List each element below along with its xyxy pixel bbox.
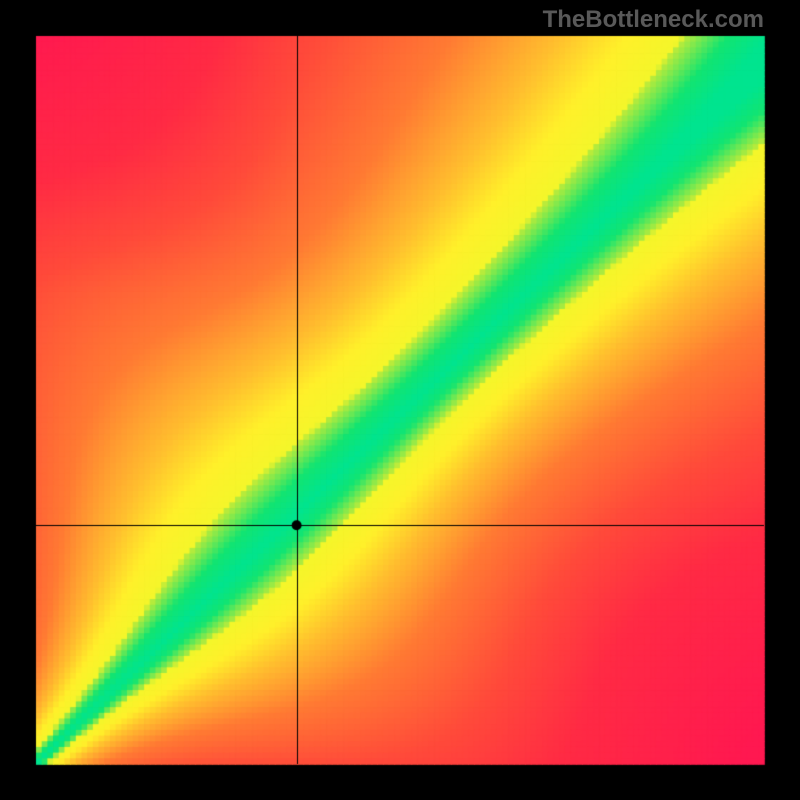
watermark-text: TheBottleneck.com	[543, 6, 764, 34]
bottleneck-heatmap-canvas	[0, 0, 800, 800]
chart-container: TheBottleneck.com	[0, 0, 800, 800]
